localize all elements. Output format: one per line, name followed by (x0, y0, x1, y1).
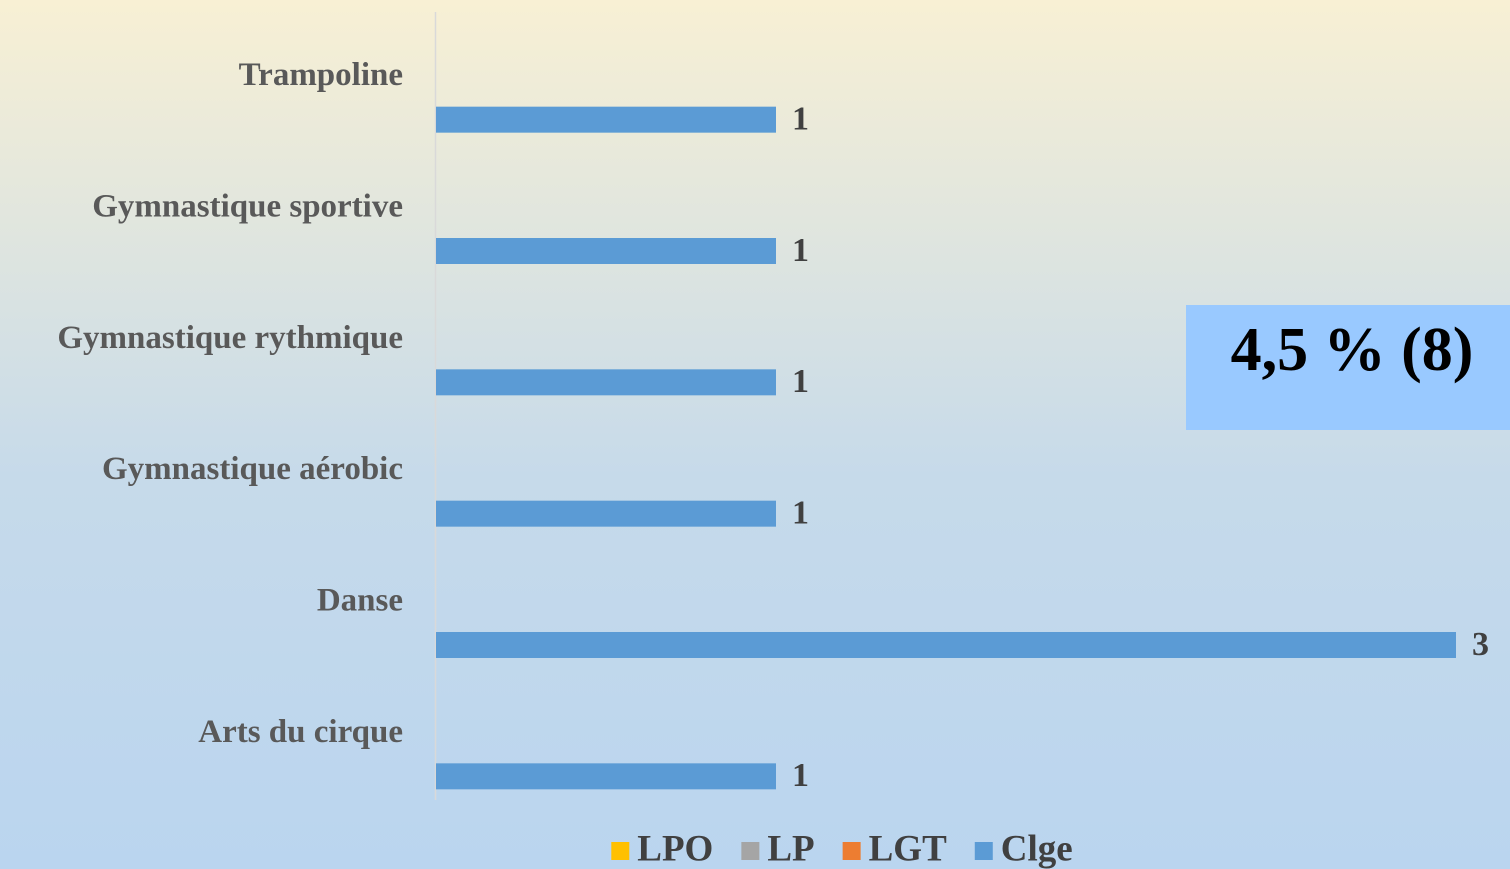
category-label: Gymnastique rythmique (57, 320, 403, 356)
category-label: Trampoline (239, 57, 403, 93)
bar (436, 106, 776, 133)
legend-marker (842, 842, 861, 860)
annotation: 4,5 % (8) (1231, 316, 1474, 384)
bar (436, 369, 776, 396)
legend-label: LPO (637, 828, 713, 869)
legend-label: LP (767, 828, 814, 869)
bar (436, 238, 776, 264)
data-label: 1 (792, 100, 809, 137)
category-label: Danse (317, 583, 403, 619)
bar (436, 500, 776, 527)
legend-label: Clge (1001, 828, 1073, 869)
data-label: 1 (792, 363, 809, 400)
data-label: 3 (1472, 626, 1489, 663)
data-label: 1 (792, 757, 809, 794)
legend-marker (611, 842, 630, 860)
data-label: 1 (792, 232, 809, 269)
category-label: Gymnastique sportive (92, 189, 403, 225)
legend-label: LGT (869, 828, 947, 869)
bar (436, 763, 776, 790)
bar (436, 632, 1456, 658)
legend-marker (741, 842, 760, 860)
category-label: Gymnastique aérobic (102, 451, 403, 487)
legend-marker (974, 842, 993, 860)
category-label: Arts du cirque (198, 714, 403, 750)
annotation-box (1186, 305, 1510, 430)
data-label: 1 (792, 494, 809, 531)
